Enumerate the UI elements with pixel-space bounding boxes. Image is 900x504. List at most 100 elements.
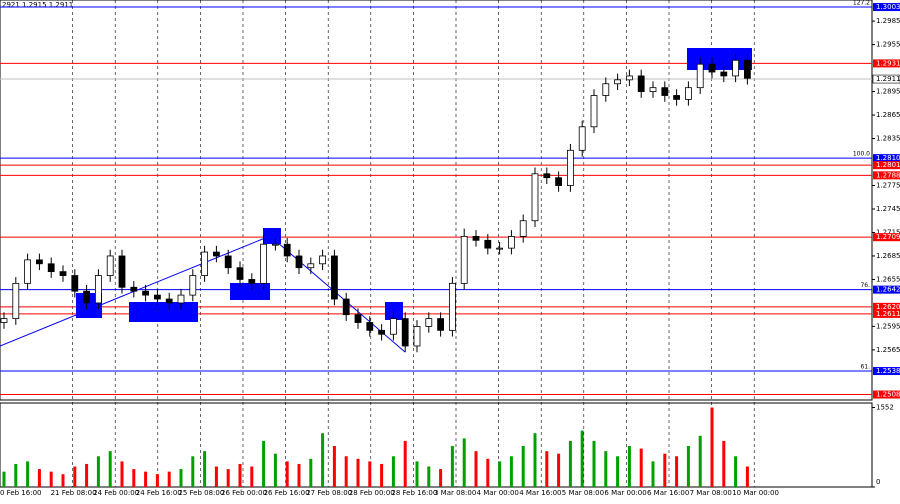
volume-bar <box>356 458 360 487</box>
zone-box <box>385 302 403 320</box>
candle-body <box>661 87 669 96</box>
y-tick-label: 1.2595 <box>876 322 900 330</box>
x-tick-label: 24 Feb 00:00 <box>93 489 139 497</box>
volume-bar <box>403 440 407 487</box>
volume-bar <box>132 469 136 487</box>
candle-body <box>177 294 185 304</box>
price-tag-label: 1.2620 <box>876 303 900 311</box>
candle-body <box>295 255 303 269</box>
volume-bar <box>144 471 148 487</box>
price-tag-label: 1.2611 <box>876 310 900 318</box>
volume-bar <box>568 440 572 487</box>
price-tag <box>873 171 900 180</box>
y-tick-label: 1.2655 <box>876 275 900 283</box>
volume-bar <box>96 456 100 487</box>
volume-bar <box>734 456 738 487</box>
candle-body <box>189 275 197 296</box>
price-tag <box>873 161 900 170</box>
volume-bar <box>521 446 525 487</box>
volume-bar <box>321 433 325 487</box>
volume-bar <box>651 461 655 487</box>
candle-body <box>142 290 150 296</box>
x-tick-label: 27 Feb 08:00 <box>306 489 352 497</box>
volume-bar <box>686 446 690 487</box>
zone-box <box>230 283 270 300</box>
candle-body <box>472 235 480 241</box>
x-tick-label: 26 Feb 16:00 <box>264 489 310 497</box>
price-tag <box>873 3 900 12</box>
volume-bar <box>675 456 679 487</box>
volume-bar <box>380 463 384 487</box>
candle-body <box>626 75 633 81</box>
candle-body <box>236 267 244 280</box>
price-tag-label: 1.2911 <box>876 75 900 83</box>
fib-label: 127.2 <box>853 0 870 7</box>
volume-bar <box>344 456 348 487</box>
candle-body <box>83 290 90 304</box>
candle-body <box>153 294 161 300</box>
x-tick-label: 6 Mar 16:00 <box>647 489 689 497</box>
candle-body <box>425 318 433 327</box>
price-tag <box>873 285 900 294</box>
price-tag <box>873 390 900 399</box>
x-tick-label: 28 Feb 00:00 <box>349 489 395 497</box>
candle-body <box>448 282 456 331</box>
price-tag-label: 1.2810 <box>876 154 900 162</box>
volume-bar <box>226 469 230 487</box>
x-tick-label: 10 Mar 00:00 <box>732 489 779 497</box>
candle-body <box>224 255 232 269</box>
candle-body <box>590 95 598 128</box>
volume-bar <box>486 458 490 487</box>
candle-body <box>118 255 126 288</box>
y-tick-label: 1.2835 <box>876 135 900 143</box>
x-tick-label: 0 Feb 16:00 <box>0 489 41 497</box>
volume-bar <box>545 451 549 487</box>
volume-bar <box>439 469 443 487</box>
price-tag <box>873 302 900 311</box>
candle-body <box>389 318 397 335</box>
volume-bar <box>167 471 171 487</box>
candle-body <box>484 239 492 249</box>
candle-body <box>519 220 527 237</box>
volume-bar <box>368 461 372 487</box>
price-tag <box>873 309 900 318</box>
price-tag-label: 1.2931 <box>876 59 900 67</box>
y-tick-label: 1.2775 <box>876 182 900 190</box>
volume-bar <box>415 461 419 487</box>
y-tick-label: 1.2565 <box>876 346 900 354</box>
volume-bar <box>498 461 502 487</box>
price-tag-label: 1.2642 <box>876 286 900 294</box>
price-tag-label: 1.2788 <box>876 171 900 179</box>
volume-pane <box>0 402 873 488</box>
volume-bar <box>427 466 431 487</box>
candle-body <box>319 255 327 265</box>
volume-bar <box>297 463 301 487</box>
volume-bar <box>332 446 336 487</box>
volume-bar <box>214 466 218 487</box>
price-pane <box>0 0 873 401</box>
y-tick-label: 1.2985 <box>876 17 900 25</box>
zone-box <box>263 228 281 244</box>
candle-body <box>106 255 114 276</box>
volume-bar <box>509 456 513 487</box>
x-tick-label: 3 Mar 08:00 <box>434 489 476 497</box>
x-tick-label: 7 Mar 08:00 <box>690 489 732 497</box>
candle-body <box>401 318 409 347</box>
price-tag-label: 1.2709 <box>876 233 900 241</box>
candle-body <box>507 235 515 249</box>
x-tick-label: 26 Feb 00:00 <box>221 489 267 497</box>
volume-bar <box>108 451 112 487</box>
candle-body <box>543 173 551 179</box>
volume-bar <box>73 466 77 487</box>
volume-bar <box>580 430 584 487</box>
candle-body <box>437 318 445 331</box>
x-tick-label: 5 Mar 08:00 <box>562 489 604 497</box>
candle-body <box>59 271 67 276</box>
volume-bar <box>710 407 714 487</box>
candle-body <box>696 63 704 89</box>
volume-bar <box>85 463 89 487</box>
volume-bar <box>191 456 195 487</box>
x-tick-label: 4 Mar 00:00 <box>477 489 519 497</box>
candle-body <box>602 83 610 96</box>
